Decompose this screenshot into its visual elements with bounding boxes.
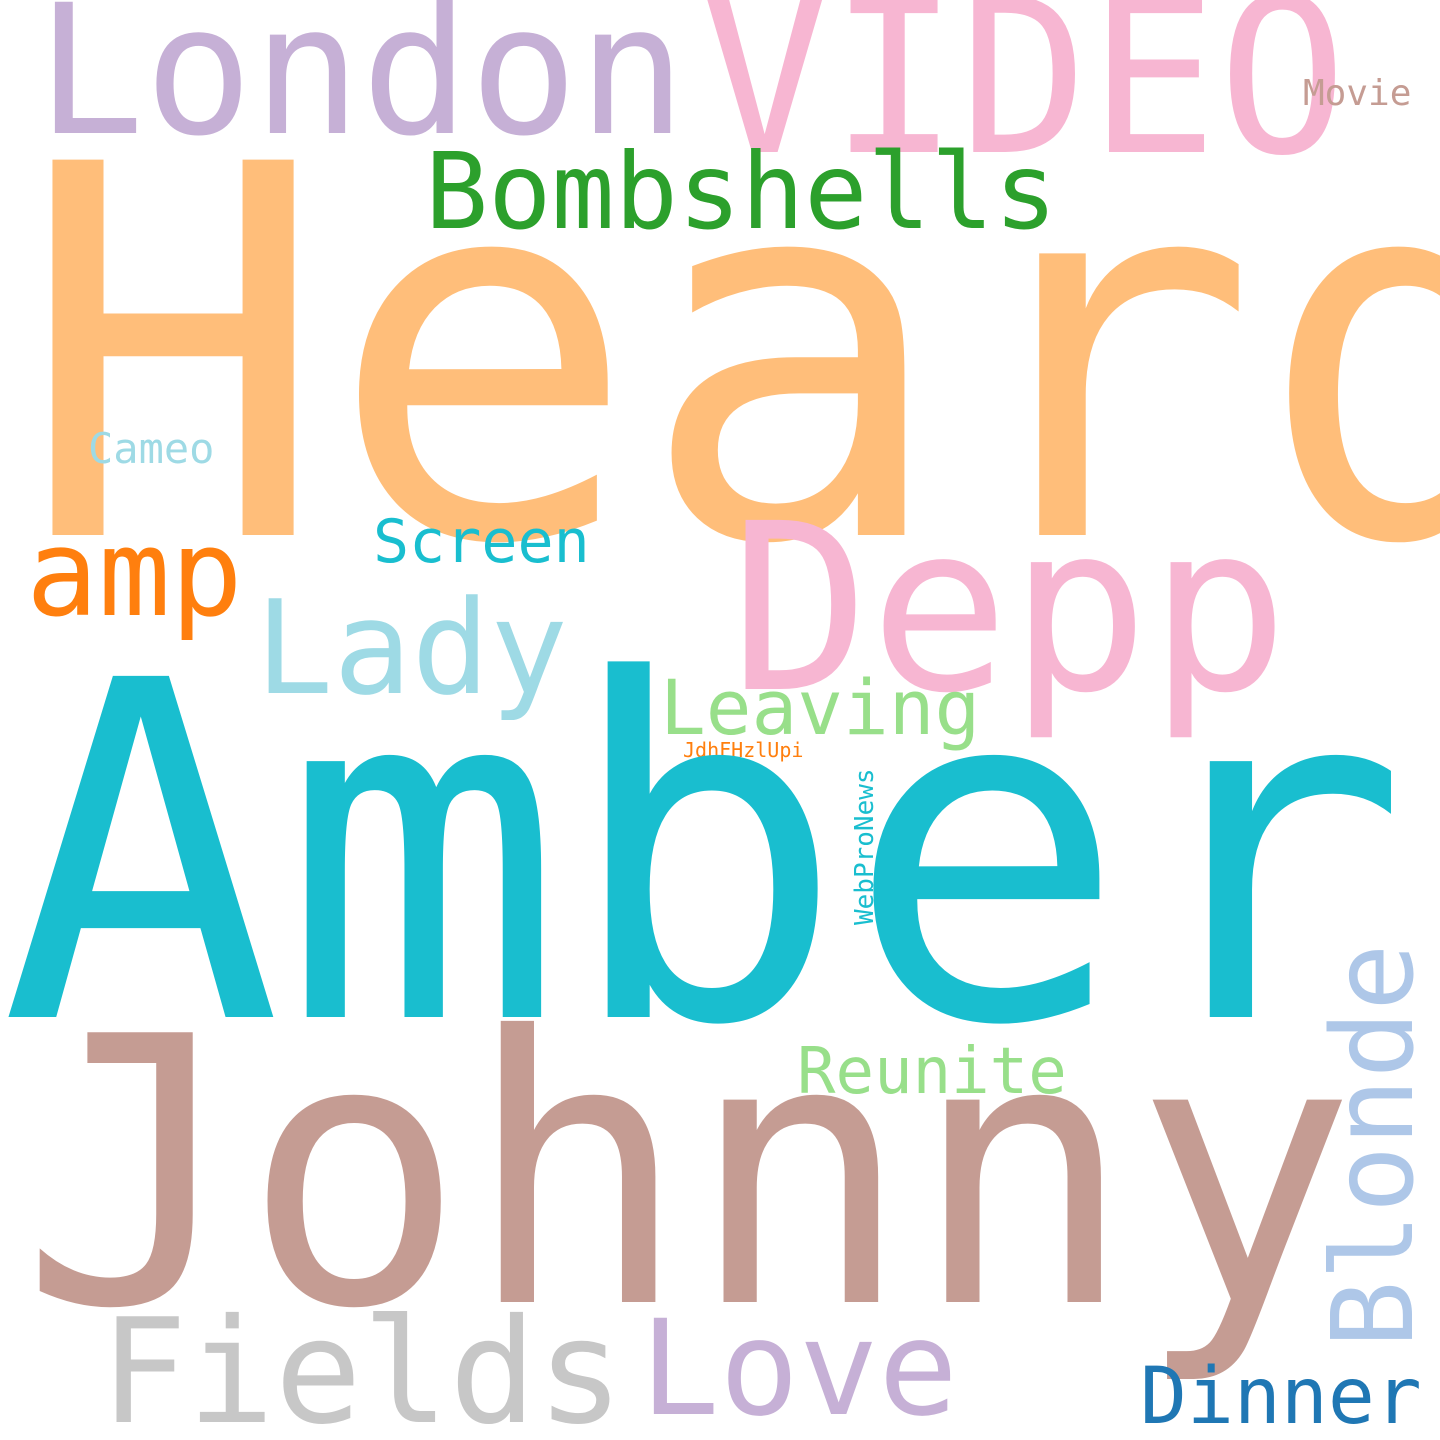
- word-fields: Fields: [100, 1288, 624, 1440]
- word-amp: amp: [26, 505, 243, 644]
- word-heard: Heard: [18, 58, 1440, 657]
- word-screen: Screen: [373, 507, 590, 577]
- word-amber: Amber: [0, 584, 1409, 1128]
- word-leaving: Leaving: [660, 663, 981, 752]
- word-johnny: Johnny: [20, 960, 1357, 1390]
- word-dinner: Dinner: [1140, 1352, 1422, 1440]
- word-reunite: Reunite: [797, 1035, 1067, 1109]
- word-love: Love: [640, 1292, 958, 1440]
- word-video: VIDEO: [700, 0, 1348, 203]
- word-jdhfhzlupi: JdhFHzlUpi: [683, 738, 804, 762]
- word-movie: Movie: [1303, 73, 1412, 114]
- word-lady: Lady: [255, 572, 569, 724]
- word-cameo: Cameo: [88, 424, 215, 473]
- word-bombshells: Bombshells: [425, 131, 1058, 253]
- word-depp: Depp: [730, 474, 1289, 744]
- word-london: London: [36, 0, 687, 176]
